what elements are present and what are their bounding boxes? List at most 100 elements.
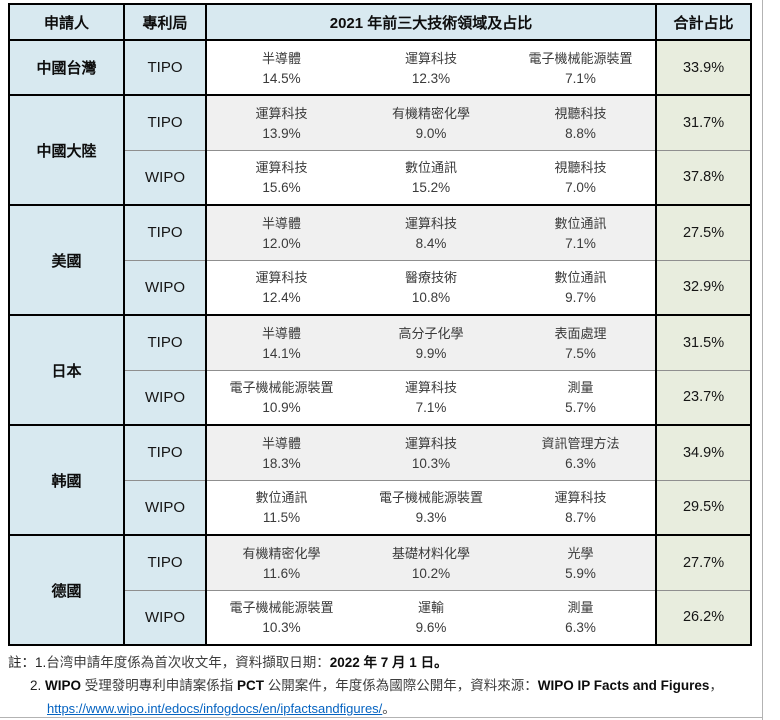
applicant-cell: 美國 — [9, 204, 124, 315]
footnote-2-text-b: 公開案件，年度係為國際公開年，資料來源： — [264, 678, 538, 693]
tech-name: 光學 — [567, 545, 594, 561]
office-cell: WIPO — [123, 589, 206, 645]
table-header-row: 申請人 專利局 2021 年前三大技術領域及占比 合計占比 — [9, 4, 752, 41]
applicant-cell: 韩國 — [9, 424, 124, 535]
tech-cell: 運算科技 7.1% — [356, 369, 506, 425]
tech-cell: 電子機械能源裝置 10.9% — [205, 369, 356, 425]
tech-cell: 半導體 14.1% — [205, 314, 356, 370]
tech-pct: 7.0% — [565, 180, 596, 196]
tech-name: 視聽科技 — [554, 105, 607, 121]
tech-pct: 11.5% — [262, 510, 301, 526]
tech-name: 基礎材料化學 — [391, 545, 470, 561]
office-cell: TIPO — [123, 534, 206, 590]
tech-name: 有機精密化學 — [391, 105, 470, 121]
tech-pct: 15.2% — [411, 180, 451, 196]
tech-pct: 8.8% — [565, 125, 596, 141]
tech-cell: 光學 5.9% — [506, 534, 657, 590]
tech-name: 運算科技 — [404, 50, 457, 66]
total-share-cell: 26.2% — [655, 589, 752, 645]
table-row: 美國 TIPO 半導體 12.0% 運算科技 8.4% 數位通訊 7.1% 27… — [9, 204, 752, 315]
tech-cell: 半導體 18.3% — [205, 424, 356, 480]
tech-pct: 6.3% — [565, 455, 596, 471]
applicant-cell: 中國大陸 — [9, 94, 124, 205]
tech-cell: 數位通訊 11.5% — [205, 479, 356, 535]
table-row: WIPO 電子機械能源裝置 10.9% 運算科技 7.1% 測量 5.7% 23… — [9, 369, 752, 425]
tech-pct: 13.9% — [262, 125, 301, 141]
table-row: WIPO 運算科技 12.4% 醫療技術 10.8% 數位通訊 9.7% 32.… — [9, 259, 752, 315]
tech-pct: 12.4% — [262, 290, 301, 306]
tech-name: 半導體 — [261, 215, 301, 231]
tech-name: 電子機械能源裝置 — [378, 490, 483, 506]
tech-pct: 12.0% — [262, 235, 301, 251]
tech-cell: 視聽科技 7.0% — [506, 149, 657, 205]
tech-cell: 運算科技 10.3% — [356, 424, 506, 480]
applicant-cell: 日本 — [9, 314, 124, 425]
tech-name: 表面處理 — [554, 325, 607, 341]
tech-cell: 數位通訊 15.2% — [356, 149, 506, 205]
tech-pct: 9.9% — [415, 345, 447, 361]
tech-name: 半導體 — [261, 325, 301, 341]
office-cell: TIPO — [123, 94, 206, 150]
footnote-3: https://www.wipo.int/edocs/infogdocs/en/… — [8, 697, 760, 720]
tech-name: 運算科技 — [404, 435, 457, 451]
tech-cell: 高分子化學 9.9% — [356, 314, 506, 370]
tech-cell: 資訊管理方法 6.3% — [506, 424, 657, 480]
tech-name: 電子機械能源裝置 — [229, 380, 334, 396]
tech-pct: 5.9% — [565, 565, 596, 581]
total-share-cell: 32.9% — [655, 259, 752, 315]
page-bottom-edge — [0, 717, 763, 718]
tech-name: 電子機械能源裝置 — [528, 50, 633, 66]
tech-cell: 運算科技 12.4% — [205, 259, 356, 315]
tech-pct: 14.5% — [262, 70, 301, 86]
table-row: 中國大陸 TIPO 運算科技 13.9% 有機精密化學 9.0% 視聽科技 8.… — [9, 94, 752, 205]
total-share-cell: 27.5% — [655, 204, 752, 260]
total-share-cell: 27.7% — [655, 534, 752, 590]
table-row: 韩國 TIPO 半導體 18.3% 運算科技 10.3% 資訊管理方法 6.3%… — [9, 424, 752, 535]
tech-pct: 12.3% — [411, 70, 451, 86]
tech-name: 數位通訊 — [554, 215, 607, 231]
office-cell: WIPO — [123, 479, 206, 535]
tech-cell: 有機精密化學 11.6% — [205, 534, 356, 590]
office-cell: TIPO — [123, 39, 206, 95]
footnote-1: 註：1.台湾申請年度係為首次收文年，資料擷取日期：2022 年 7 月 1 日。 — [8, 651, 760, 674]
tech-pct: 11.6% — [262, 565, 301, 581]
wipo-link[interactable]: https://www.wipo.int/edocs/infogdocs/en/… — [47, 701, 383, 716]
tech-cell: 基礎材料化學 10.2% — [356, 534, 506, 590]
tech-pct: 18.3% — [262, 455, 301, 471]
tech-pct: 7.1% — [565, 70, 596, 86]
tech-cell: 半導體 14.5% — [205, 39, 356, 95]
tech-cell: 測量 6.3% — [506, 589, 657, 645]
tech-pct: 9.3% — [415, 510, 447, 526]
footnote-2-comma: ， — [709, 678, 723, 693]
tech-name: 醫療技術 — [404, 270, 457, 286]
tech-name: 測量 — [567, 600, 594, 616]
tech-cell: 運算科技 8.7% — [506, 479, 657, 535]
table-row: 中國台灣 TIPO 半導體 14.5% 運算科技 12.3% 電子機械能源裝置 … — [9, 39, 752, 95]
footnote-2-pct: PCT — [237, 678, 265, 693]
tech-cell: 運算科技 12.3% — [356, 39, 506, 95]
total-share-cell: 23.7% — [655, 369, 752, 425]
col-header-total-share: 合計占比 — [655, 4, 752, 41]
tech-name: 半導體 — [261, 435, 301, 451]
tech-name: 運算科技 — [255, 160, 308, 176]
footnote-2-text-a: 受理發明專利申請案係指 — [81, 678, 238, 693]
footnote-1-text: 台湾申請年度係為首次收文年，資料擷取日期： — [46, 655, 330, 670]
tech-pct: 15.6% — [262, 180, 301, 196]
tech-name: 運算科技 — [404, 380, 457, 396]
total-share-cell: 33.9% — [655, 39, 752, 95]
tech-pct: 10.3% — [411, 455, 451, 471]
col-header-tech-fields: 2021 年前三大技術領域及占比 — [204, 4, 657, 41]
tech-cell: 半導體 12.0% — [205, 204, 356, 260]
footnote-2-wipo: WIPO — [45, 678, 82, 693]
tech-cell: 有機精密化學 9.0% — [356, 94, 506, 150]
tech-pct: 8.7% — [565, 510, 596, 526]
tech-name: 測量 — [567, 380, 594, 396]
footnote-2-source: WIPO IP Facts and Figures — [537, 678, 710, 693]
tech-pct: 10.8% — [411, 290, 451, 306]
total-share-cell: 34.9% — [655, 424, 752, 480]
applicant-cell: 中國台灣 — [9, 39, 124, 95]
tech-name: 數位通訊 — [404, 160, 457, 176]
tech-name: 高分子化學 — [398, 325, 464, 341]
tech-name: 資訊管理方法 — [541, 435, 620, 451]
